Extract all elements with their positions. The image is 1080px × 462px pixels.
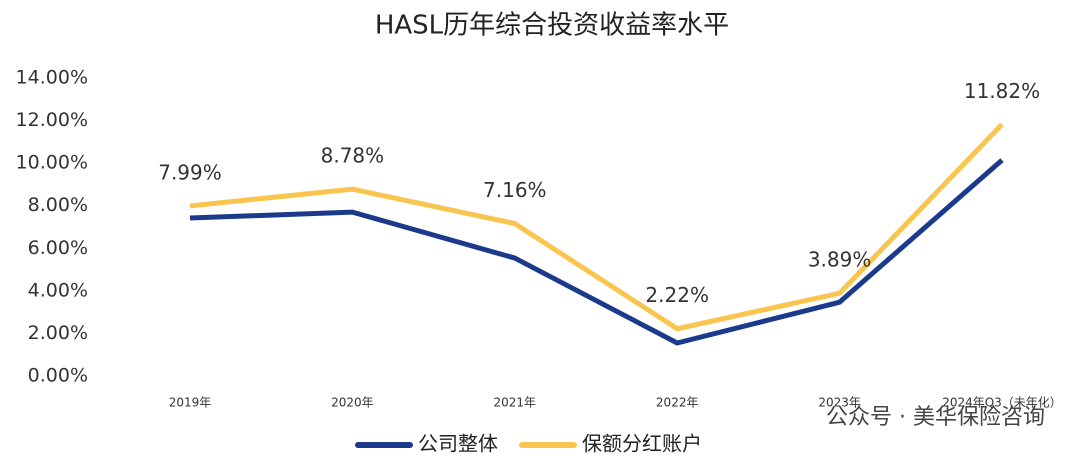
- y-tick-label: 8.00%: [28, 194, 88, 216]
- x-tick-label: 2019年: [169, 396, 212, 410]
- x-tick-label: 2022年: [656, 396, 699, 410]
- y-tick-label: 10.00%: [16, 152, 88, 174]
- value-label: 8.78%: [321, 144, 385, 168]
- x-tick-label: 2021年: [494, 396, 537, 410]
- legend-label: 公司整体: [418, 432, 498, 456]
- y-tick-label: 2.00%: [28, 322, 88, 344]
- y-tick-label: 0.00%: [28, 365, 88, 387]
- series-line: [189, 122, 1004, 332]
- legend: 公司整体 保额分红账户: [355, 432, 702, 456]
- value-label: 7.16%: [483, 178, 547, 202]
- series-line: [189, 158, 1004, 346]
- y-tick-label: 14.00%: [16, 67, 88, 89]
- chart-title: HASL历年综合投资收益率水平: [375, 11, 729, 41]
- value-label: 11.82%: [964, 79, 1040, 103]
- legend-label: 保额分红账户: [582, 432, 702, 456]
- y-tick-label: 4.00%: [28, 279, 88, 301]
- y-tick-label: 12.00%: [16, 109, 88, 131]
- value-label: 3.89%: [808, 248, 872, 272]
- value-label: 2.22%: [645, 283, 709, 307]
- x-tick-label: 2023年: [818, 396, 861, 410]
- x-tick-label: 2024年Q3（未年化）: [942, 396, 1062, 410]
- value-label: 7.99%: [158, 160, 222, 184]
- y-tick-label: 6.00%: [28, 237, 88, 259]
- x-tick-label: 2020年: [331, 396, 374, 410]
- watermark: 公众号 · 美华保险咨询: [826, 405, 1045, 430]
